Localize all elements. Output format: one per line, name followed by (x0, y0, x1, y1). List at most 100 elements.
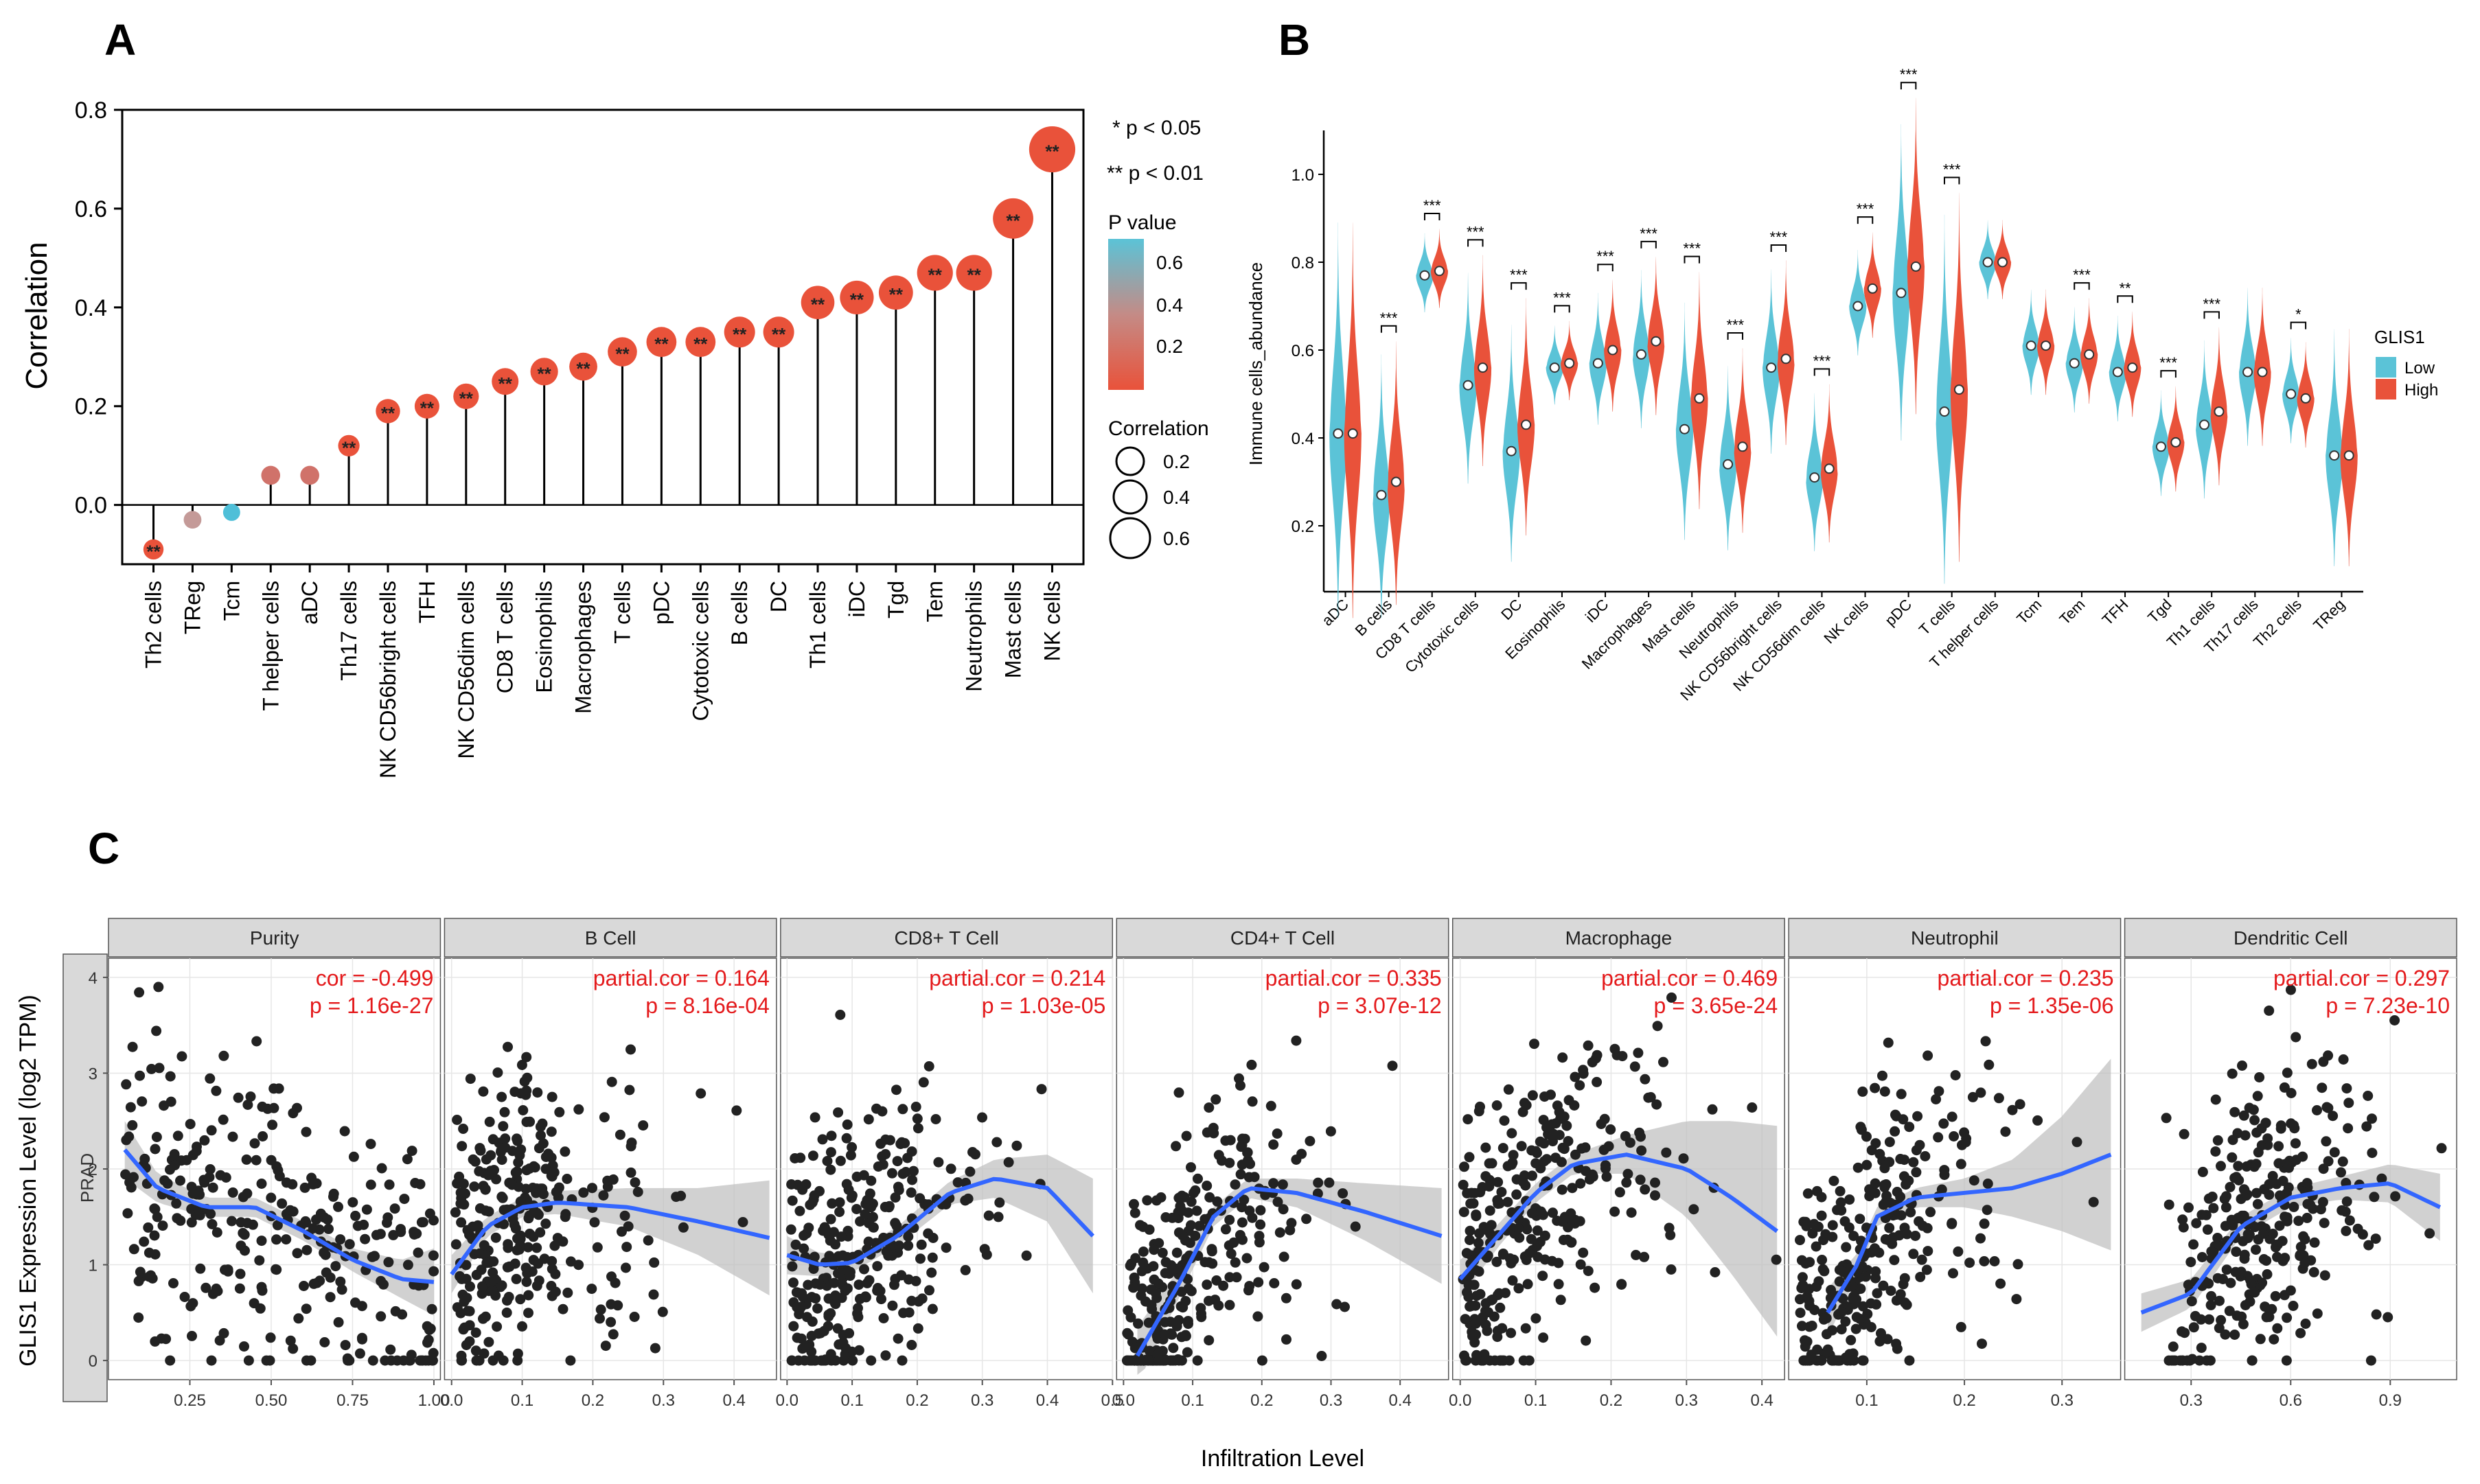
violin-high (1690, 272, 1708, 509)
stat-correlation: cor = -0.499 (316, 966, 434, 990)
scatter-point (1916, 1254, 1927, 1265)
scatter-point (873, 1161, 884, 1172)
scatter-point (818, 1325, 829, 1336)
scatter-point (271, 1264, 282, 1275)
scatter-point (1581, 1335, 1592, 1346)
scatter-point (420, 1355, 431, 1366)
scatter-point (474, 1143, 485, 1154)
scatter-point (1125, 1312, 1136, 1323)
median-point (1953, 384, 1964, 395)
panel-b-label: B (1278, 15, 1310, 65)
scatter-point (1650, 1177, 1660, 1188)
scatter-point (602, 1175, 613, 1186)
scatter-point (423, 1334, 434, 1345)
x-tick-label: 0.6 (2280, 1391, 2302, 1410)
scatter-point (1984, 1059, 1995, 1070)
scatter-point (2318, 1163, 2329, 1174)
scatter-point (1190, 1230, 1201, 1241)
scatter-point (1291, 1279, 1302, 1290)
scatter-point (1182, 1316, 1193, 1327)
scatter-point (1811, 1241, 1822, 1252)
scatter-point (906, 1295, 917, 1306)
panel-a-label: A (104, 15, 136, 65)
scatter-point (2249, 1115, 2260, 1126)
scatter-point (206, 1355, 217, 1366)
scatter-point (2227, 1135, 2238, 1146)
scatter-point (2229, 1330, 2240, 1340)
scatter-point (513, 1157, 524, 1168)
scatter-point (2196, 1209, 2207, 1220)
significance-label: *** (1467, 223, 1484, 240)
scatter-point (358, 1219, 369, 1230)
scatter-point (169, 1149, 180, 1159)
scatter-point (1558, 1235, 1569, 1245)
x-tick-label: pDC (1881, 596, 1915, 629)
scatter-point (478, 1086, 489, 1097)
scatter-point (2264, 1190, 2275, 1201)
scatter-point (2390, 1191, 2401, 1202)
scatter-point (1160, 1317, 1171, 1328)
scatter-point (1237, 1217, 1248, 1228)
scatter-point (1539, 1230, 1550, 1241)
scatter-point (643, 1235, 654, 1246)
scatter-point (2297, 1151, 2308, 1162)
scatter-point (1844, 1222, 1855, 1233)
scatter-point (1256, 1355, 1267, 1366)
violin-low (1806, 393, 1824, 552)
panel-c-ylabel: GLIS1 Expression Level (log2 TPM) (15, 995, 41, 1367)
scatter-point (1204, 1295, 1214, 1306)
scatter-point (2383, 1312, 2393, 1323)
scatter-point (834, 1197, 845, 1208)
scatter-point (516, 1144, 527, 1155)
x-tick-label: 0.2 (906, 1391, 928, 1410)
violin-low (1459, 273, 1477, 484)
scatter-point (1196, 1308, 1206, 1319)
violin-high (2340, 329, 2358, 566)
scatter-point (1503, 1084, 1514, 1095)
significance-bracket (1554, 305, 1570, 313)
scatter-point (211, 1085, 222, 1096)
scatter-point (897, 1104, 908, 1115)
scatter-point (1603, 1141, 1614, 1152)
scatter-point (215, 1170, 226, 1181)
scatter-point (1575, 1178, 1586, 1189)
median-point (1982, 257, 1993, 268)
scatter-point (805, 1355, 816, 1366)
x-tick-label: TFH (2099, 596, 2132, 629)
x-tick-label: 0.25 (174, 1391, 206, 1410)
scatter-point (1900, 1297, 1910, 1308)
scatter-point (328, 1191, 338, 1202)
scatter-point (1224, 1272, 1235, 1283)
scatter-point (825, 1214, 836, 1225)
scatter-point (2187, 1354, 2198, 1365)
scatter-point (1224, 1299, 1235, 1310)
scatter-point (274, 1171, 285, 1182)
violin-high (1517, 298, 1535, 536)
scatter-point (1122, 1328, 1133, 1338)
scatter-point (2229, 1172, 2240, 1183)
scatter-point (422, 1321, 433, 1332)
scatter-point (527, 1183, 538, 1193)
scatter-point (249, 1298, 260, 1309)
scatter-point (218, 1114, 229, 1125)
scatter-point (2341, 1196, 2352, 1207)
scatter-point (2230, 1266, 2241, 1277)
scatter-point (1840, 1316, 1851, 1327)
scatter-point (2088, 1196, 2099, 1207)
scatter-point (617, 1226, 627, 1237)
scatter-point (2219, 1194, 2230, 1205)
scatter-point (1244, 1281, 1255, 1292)
median-point (1867, 283, 1878, 294)
scatter-point (918, 1077, 929, 1088)
x-tick-label: 0.3 (2180, 1391, 2203, 1410)
median-point (1462, 380, 1473, 391)
scatter-point (2336, 1167, 2346, 1178)
scatter-point (299, 1281, 309, 1291)
scatter-point (205, 1164, 216, 1174)
scatter-point (199, 1135, 210, 1146)
scatter-point (2286, 984, 2296, 995)
significance-label: ** (850, 289, 864, 310)
median-point (1419, 270, 1430, 281)
scatter-point (1171, 1247, 1182, 1258)
x-tick-label: NK CD56dim cells (454, 581, 479, 759)
